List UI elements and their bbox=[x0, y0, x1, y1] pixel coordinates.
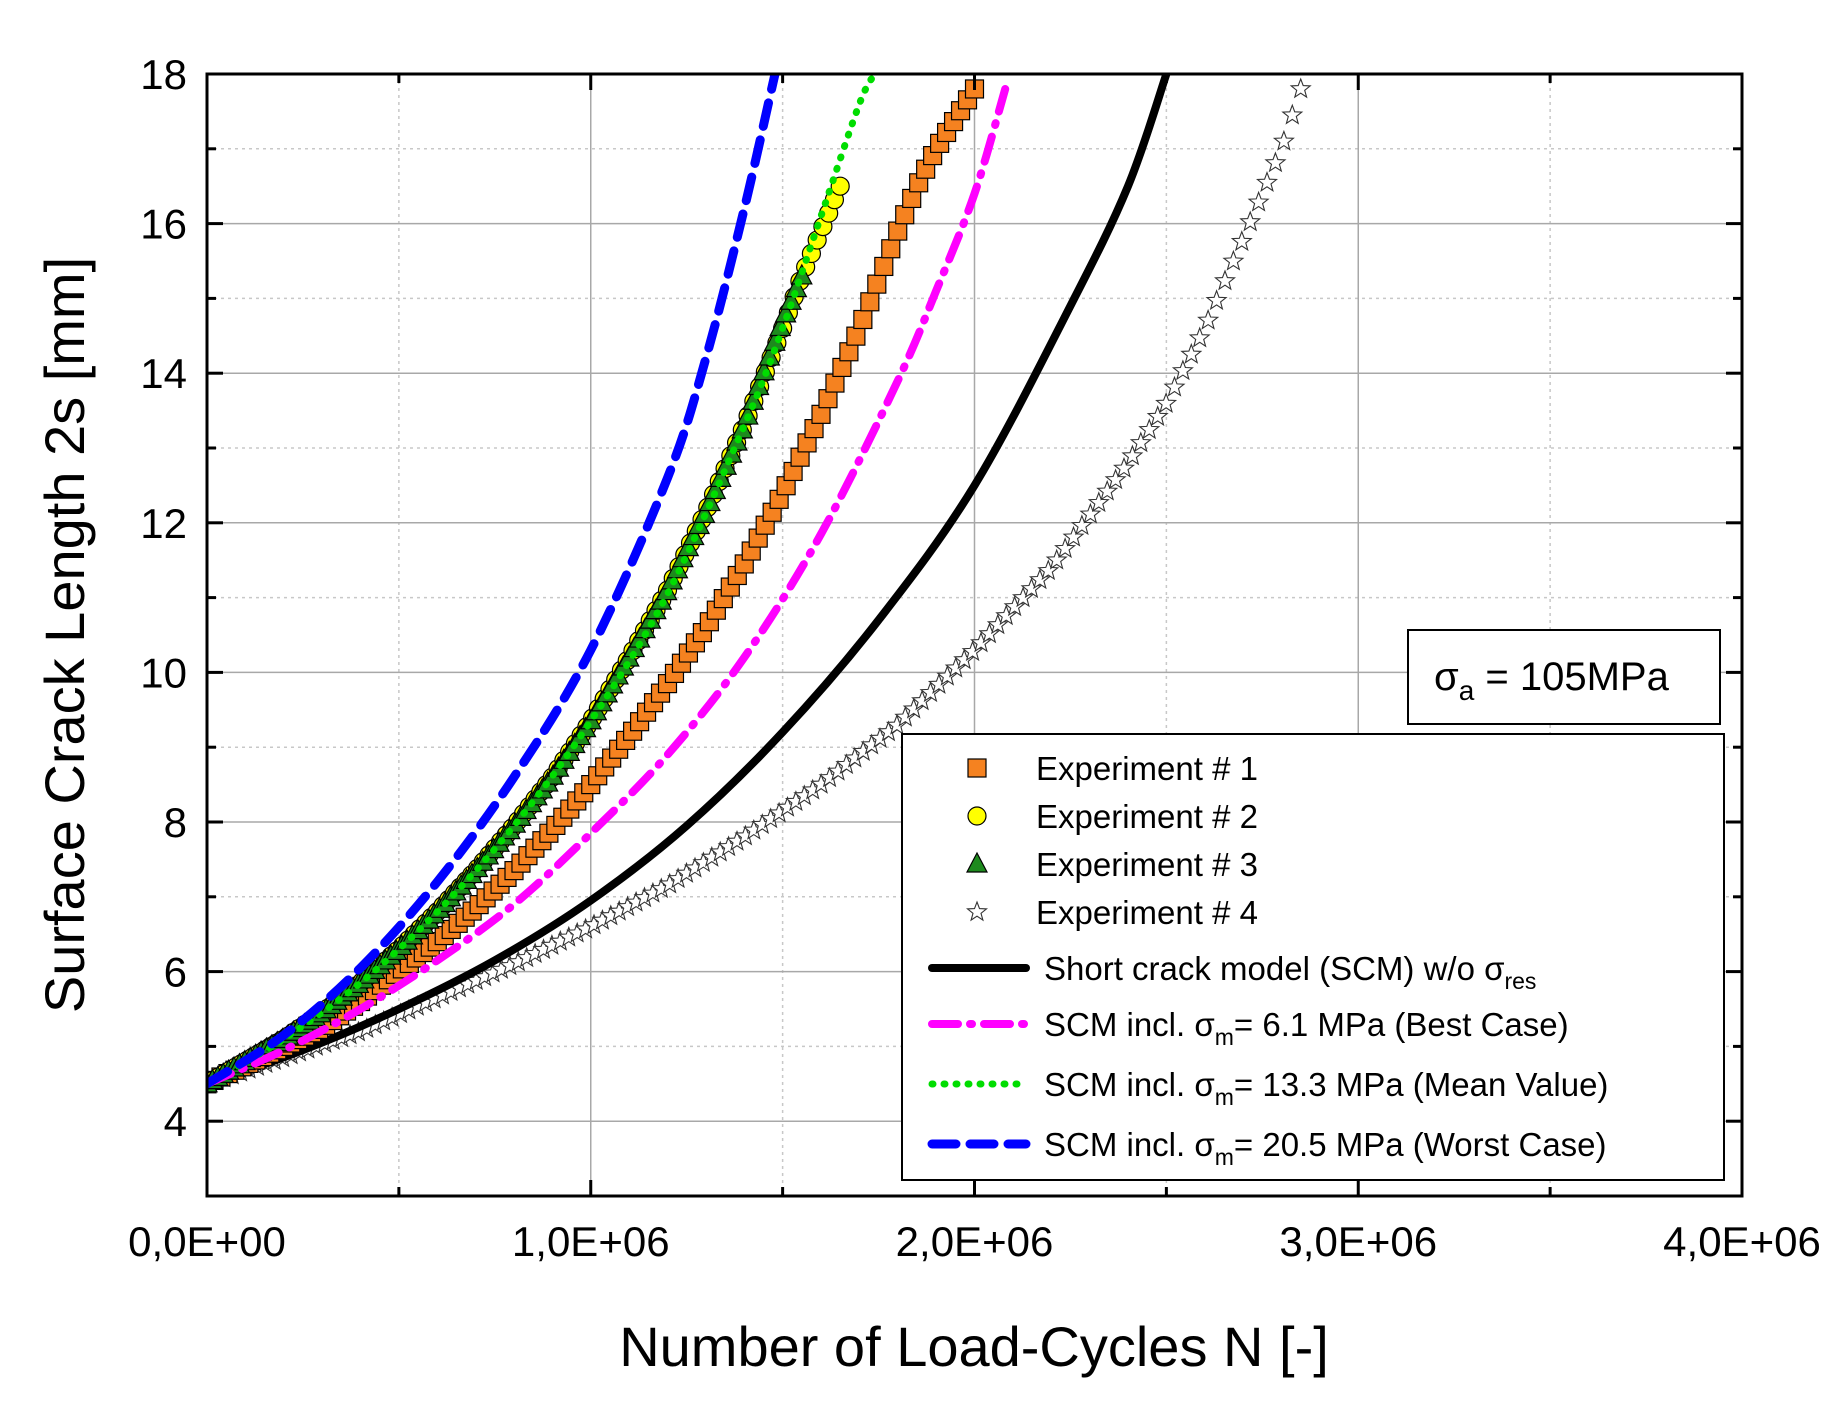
legend: Experiment # 1 Experiment # 2 Experiment… bbox=[901, 733, 1725, 1181]
annotation-sigma: σ bbox=[1434, 655, 1459, 699]
series-line bbox=[207, 85, 1010, 1088]
y-tick-label: 16 bbox=[140, 201, 187, 248]
annotation-value: = 105MPa bbox=[1474, 655, 1669, 699]
data-point bbox=[1087, 491, 1110, 513]
data-point bbox=[1129, 431, 1152, 453]
y-axis-title: Surface Crack Length 2s [mm] bbox=[33, 257, 96, 1013]
svg-text:σa = 105MPa: σa = 105MPa bbox=[1434, 655, 1670, 706]
data-point bbox=[1197, 308, 1220, 330]
x-tick-label: 0,0E+00 bbox=[128, 1218, 286, 1265]
x-axis-title: Number of Load-Cycles N [-] bbox=[619, 1315, 1329, 1378]
data-point bbox=[774, 301, 797, 323]
data-point bbox=[1188, 326, 1211, 348]
data-point bbox=[881, 239, 901, 259]
y-tick-label: 8 bbox=[164, 799, 187, 846]
data-point bbox=[1155, 392, 1178, 413]
annotation-box bbox=[1407, 629, 1721, 725]
y-tick-label: 14 bbox=[140, 350, 187, 397]
data-point bbox=[1272, 129, 1295, 151]
axis-ticks bbox=[205, 72, 1744, 1196]
data-point bbox=[1096, 479, 1119, 501]
y-tick-label: 18 bbox=[140, 51, 187, 98]
series-6 bbox=[207, 74, 879, 1088]
data-point bbox=[1020, 577, 1043, 599]
data-point bbox=[1180, 342, 1203, 364]
data-point bbox=[1239, 210, 1262, 232]
data-point bbox=[1028, 568, 1051, 590]
data-point bbox=[846, 326, 866, 346]
legend-label-experiment-3: Experiment # 3 bbox=[1036, 846, 1258, 883]
legend-label-experiment-1: Experiment # 1 bbox=[1036, 750, 1258, 787]
data-point bbox=[1205, 289, 1228, 311]
legend-label-experiment-4: Experiment # 4 bbox=[1036, 894, 1258, 931]
tick-labels: 0,0E+00 1,0E+06 2,0E+06 3,0E+06 4,0E+06 4 6 8 10… bbox=[128, 51, 1821, 1265]
data-point bbox=[978, 622, 1001, 644]
data-point bbox=[1037, 559, 1060, 581]
data-point bbox=[1138, 418, 1161, 440]
data-point bbox=[986, 613, 1009, 635]
data-point bbox=[1281, 103, 1304, 125]
legend-label-scm-mean: SCM incl. σm= 13.3 MPa (Mean Value) bbox=[1044, 1066, 1608, 1110]
data-point bbox=[1079, 502, 1102, 524]
data-point bbox=[1104, 468, 1127, 490]
legend-swatches bbox=[927, 758, 1031, 1149]
series-5 bbox=[207, 85, 1010, 1088]
legend-label-scm: Short crack model (SCM) w/o σres bbox=[1044, 950, 1536, 994]
legend-marker bbox=[966, 851, 988, 873]
data-point bbox=[970, 631, 992, 653]
legend-marker bbox=[967, 806, 987, 826]
y-tick-label: 12 bbox=[140, 500, 187, 547]
data-point bbox=[853, 309, 873, 330]
data-point bbox=[1214, 269, 1236, 291]
series-4 bbox=[207, 74, 1171, 1088]
data-point bbox=[1163, 375, 1186, 397]
data-point bbox=[1011, 586, 1035, 608]
data-point bbox=[1113, 456, 1135, 478]
data-point bbox=[1230, 230, 1253, 252]
data-point bbox=[1070, 514, 1094, 536]
data-point bbox=[1003, 595, 1026, 617]
x-tick-label: 1,0E+06 bbox=[512, 1218, 670, 1265]
data-point bbox=[867, 274, 887, 294]
data-point bbox=[895, 205, 915, 225]
data-point bbox=[1045, 548, 1068, 570]
y-tick-label: 4 bbox=[164, 1098, 187, 1145]
data-point bbox=[698, 490, 721, 512]
legend-marker bbox=[966, 900, 988, 922]
legend-marker bbox=[967, 758, 987, 778]
data-point bbox=[860, 292, 880, 312]
series-line bbox=[207, 74, 780, 1089]
data-point bbox=[874, 256, 894, 277]
legend-box bbox=[901, 733, 1725, 1181]
series-line bbox=[207, 74, 1171, 1088]
data-point bbox=[1264, 151, 1287, 173]
data-point bbox=[1256, 171, 1278, 192]
stress-amplitude-annotation: σa = 105MPa bbox=[1407, 629, 1721, 725]
data-point bbox=[995, 604, 1018, 626]
data-point bbox=[1062, 525, 1085, 547]
series-layer bbox=[207, 74, 1312, 1094]
annotation-sub: a bbox=[1459, 675, 1475, 706]
y-tick-label: 6 bbox=[164, 949, 187, 996]
series-line bbox=[207, 74, 879, 1088]
data-point bbox=[1054, 537, 1077, 559]
legend-label-scm-worst: SCM incl. σm= 20.5 MPa (Worst Case) bbox=[1044, 1126, 1607, 1170]
data-point bbox=[1171, 359, 1194, 381]
data-point bbox=[888, 221, 908, 241]
x-tick-label: 2,0E+06 bbox=[896, 1218, 1054, 1265]
y-tick-label: 10 bbox=[140, 649, 187, 696]
data-point bbox=[1247, 190, 1270, 212]
series-7 bbox=[207, 74, 780, 1089]
data-point bbox=[1289, 77, 1312, 99]
data-point bbox=[1121, 444, 1144, 466]
legend-label-experiment-2: Experiment # 2 bbox=[1036, 798, 1258, 835]
x-tick-label: 4,0E+06 bbox=[1663, 1218, 1821, 1265]
data-point bbox=[1146, 405, 1169, 427]
data-point bbox=[704, 478, 727, 500]
data-point bbox=[1222, 249, 1245, 271]
x-tick-label: 3,0E+06 bbox=[1279, 1218, 1437, 1265]
legend-label-scm-best: SCM incl. σm= 6.1 MPa (Best Case) bbox=[1044, 1006, 1569, 1050]
